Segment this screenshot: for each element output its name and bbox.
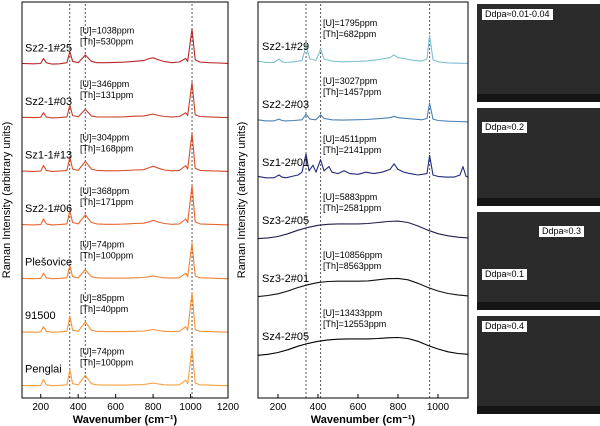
x-tick-label: 800 xyxy=(390,402,407,413)
uranium-label: [U]=13433ppm xyxy=(323,308,382,318)
uranium-label: [U]=368ppm xyxy=(80,186,129,196)
uranium-label: [U]=5883ppm xyxy=(323,192,377,202)
uranium-label: [U]=3027ppm xyxy=(323,76,377,86)
x-tick-label: 400 xyxy=(70,402,87,413)
thorium-label: [Th]=171ppm xyxy=(80,197,133,207)
uranium-label: [U]=74ppm xyxy=(80,240,124,250)
sem-micrograph-3: Ddpa≈0.3 Ddpa≈0.1 xyxy=(477,212,600,310)
uranium-label: [U]=304ppm xyxy=(80,133,129,143)
ddpa-label-3b: Ddpa≈0.1 xyxy=(482,269,527,280)
y-axis-label: Raman Intensity (arbitrary units) xyxy=(1,122,13,279)
thorium-label: [Th]=168ppm xyxy=(80,144,133,154)
thorium-label: [Th]=100ppm xyxy=(80,358,133,368)
raman-chart-middle: Sz2-1#29 [U]=1795ppm[Th]=682ppm Sz2-2#03 [U… xyxy=(236,1,469,426)
sample-label: Sz2-2#03 xyxy=(262,99,309,111)
raman-chart-left: Sz2-1#25 [U]=1038ppm[Th]=530ppm Sz2-1#03 [U… xyxy=(1,1,240,426)
uranium-label: [U]=74ppm xyxy=(80,347,124,357)
x-tick-label: 600 xyxy=(350,402,367,413)
thorium-label: [Th]=131ppm xyxy=(80,90,133,100)
spectrum-line xyxy=(257,34,469,65)
spectrum-line xyxy=(21,348,229,387)
sample-label: Sz1-1#13 xyxy=(25,150,72,162)
sample-label: Plešovice xyxy=(25,257,72,269)
uranium-label: [U]=1795ppm xyxy=(323,18,377,28)
thorium-label: [Th]=100ppm xyxy=(80,251,133,261)
ddpa-label-2: Ddpa≈0.2 xyxy=(482,122,527,133)
sem-micrograph-1: Ddpa≈0.01-0.04 xyxy=(477,4,600,102)
sample-label: Sz4-2#05 xyxy=(262,331,309,343)
sample-label: Sz3-2#01 xyxy=(262,273,309,285)
x-axis-label: Wavenumber (cm⁻¹) xyxy=(311,414,416,426)
x-tick-label: 200 xyxy=(32,402,49,413)
ddpa-label-4: Ddpa≈0.4 xyxy=(482,321,527,332)
spectrum-line xyxy=(257,277,469,298)
sample-label: Penglai xyxy=(25,364,62,376)
sample-label: Sz3-2#05 xyxy=(262,215,309,227)
spectrum-line xyxy=(257,220,469,240)
thorium-label: [Th]=2581ppm xyxy=(323,203,381,213)
thorium-label: [Th]=682ppm xyxy=(323,29,376,39)
spectrum-line xyxy=(21,291,229,333)
sample-label: Sz2-1#29 xyxy=(262,41,309,53)
sem-micrograph-2: Ddpa≈0.2 xyxy=(477,108,600,206)
ddpa-label-1: Ddpa≈0.01-0.04 xyxy=(482,9,553,20)
y-axis-label: Raman Intensity (arbitrary units) xyxy=(236,122,248,279)
spectrum-line xyxy=(21,184,229,226)
sample-label: Sz2-1#03 xyxy=(25,96,72,108)
sem-info-bar-3 xyxy=(477,302,600,310)
sem-info-bar-1 xyxy=(477,94,600,102)
x-tick-label: 400 xyxy=(310,402,327,413)
sem-micrograph-4: Ddpa≈0.4 xyxy=(477,316,600,414)
sem-info-bar-4 xyxy=(477,406,600,414)
sem-info-bar-2 xyxy=(477,198,600,206)
uranium-label: [U]=346ppm xyxy=(80,79,129,89)
sample-label: Sz2-1#25 xyxy=(25,43,72,55)
ddpa-label-3a: Ddpa≈0.3 xyxy=(539,226,584,237)
thorium-label: [Th]=2141ppm xyxy=(323,145,381,155)
x-tick-label: 800 xyxy=(145,402,162,413)
sample-label: Sz1-2#01 xyxy=(262,157,309,169)
thorium-label: [Th]=1457ppm xyxy=(323,87,381,97)
x-axis-label: Wavenumber (cm⁻¹) xyxy=(73,414,178,426)
spectrum-line xyxy=(257,336,469,356)
uranium-label: [U]=85ppm xyxy=(80,293,124,303)
thorium-label: [Th]=12553ppm xyxy=(323,319,386,329)
plot-frame xyxy=(21,1,229,399)
plot-frame xyxy=(257,1,469,399)
spectrum-line xyxy=(257,153,469,179)
spectrum-line xyxy=(21,28,229,65)
uranium-label: [U]=1038ppm xyxy=(80,26,134,36)
x-tick-label: 600 xyxy=(107,402,124,413)
thorium-label: [Th]=530ppm xyxy=(80,37,133,47)
x-tick-label: 1000 xyxy=(427,402,450,413)
x-tick-label: 200 xyxy=(270,402,287,413)
uranium-label: [U]=4511ppm xyxy=(323,134,377,144)
sample-label: Sz2-1#06 xyxy=(25,203,72,215)
uranium-label: [U]=10856ppm xyxy=(323,250,382,260)
thorium-label: [Th]=40ppm xyxy=(80,304,128,314)
x-tick-label: 1200 xyxy=(217,402,240,413)
thorium-label: [Th]=8563ppm xyxy=(323,261,381,271)
spectrum-line xyxy=(21,242,229,280)
spectrum-line xyxy=(21,82,229,119)
spectrum-line xyxy=(21,132,229,172)
sample-label: 91500 xyxy=(25,310,56,322)
spectrum-line xyxy=(257,102,469,123)
x-tick-label: 1000 xyxy=(179,402,202,413)
